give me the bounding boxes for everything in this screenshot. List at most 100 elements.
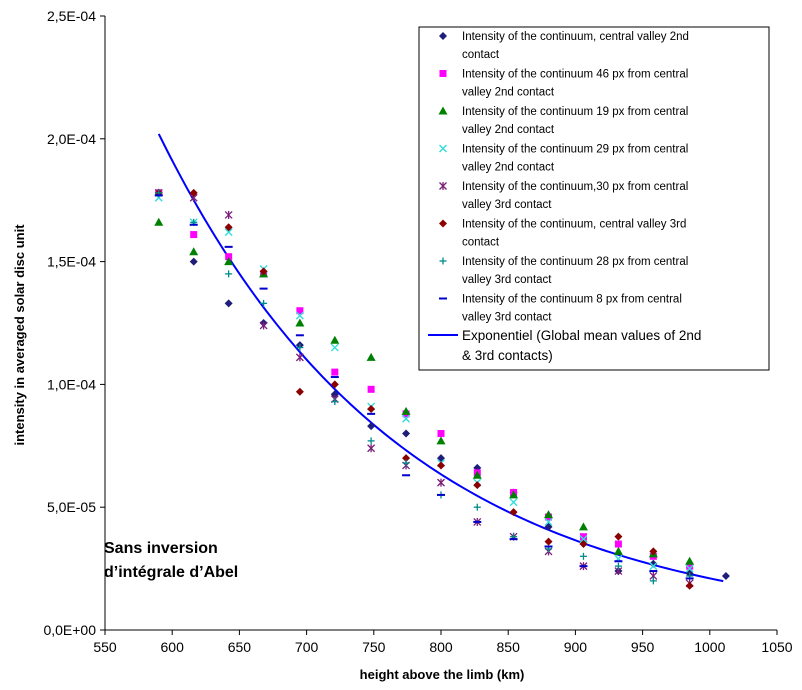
data-point (224, 299, 233, 308)
legend: Intensity of the continuum, central vall… (418, 26, 770, 371)
data-point (296, 344, 304, 352)
data-point (295, 353, 304, 362)
x-tick-label: 750 (362, 639, 386, 655)
x-tick-label: 900 (564, 639, 588, 655)
exponential-trendline (157, 133, 724, 583)
legend-item-5: Intensity of the continuum,30 px from ce… (439, 181, 688, 211)
legend-item-trendline: Exponentiel (Global mean values of 2nd & … (428, 328, 701, 363)
y-tick-label: 5,0E-05 (47, 499, 96, 515)
data-point (686, 562, 694, 570)
legend-marker (439, 257, 447, 265)
tick-labels: 550 600 650 700 750 800 850 900 950 1000 1050 0,0E+… (43, 8, 792, 655)
series-6 (154, 188, 694, 590)
y-tick-label: 2,5E-04 (47, 8, 96, 24)
data-point (614, 532, 623, 541)
legend-label-line-1: Intensity of the continuum 28 px from ce… (462, 256, 688, 268)
y-tick-label: 1,5E-04 (47, 254, 96, 270)
data-point (367, 437, 375, 445)
data-point (578, 522, 588, 531)
data-point (437, 478, 445, 487)
data-point (367, 404, 376, 413)
legend-marker (439, 70, 447, 77)
data-point (402, 429, 411, 438)
legend-label-line-2: valley 3rd contact (462, 199, 552, 211)
data-point (544, 537, 553, 546)
x-tick-label: 1050 (761, 639, 792, 655)
data-point (224, 228, 233, 237)
legend-label-line-2: valley 2nd contact (462, 162, 555, 174)
data-point (649, 577, 657, 585)
y-tick-label: 2,0E-04 (47, 131, 96, 147)
legend-item-6: Intensity of the continuum, central vall… (439, 219, 686, 249)
data-point (366, 352, 376, 361)
data-point (402, 414, 411, 423)
annotation: Sans inversion d’intégrale d’Abel (104, 540, 238, 581)
data-point (259, 267, 268, 276)
data-point (330, 335, 340, 344)
legend-label-line-2: contact (462, 49, 500, 61)
data-point (473, 481, 482, 490)
data-point (295, 311, 304, 320)
legend-label-line-1: Intensity of the continuum 46 px from ce… (462, 69, 688, 81)
y-tick-label: 0,0E+00 (43, 622, 96, 638)
data-point (189, 188, 198, 197)
data-point (614, 562, 622, 570)
legend-item-1: Intensity of the continuum, central vall… (439, 31, 689, 61)
data-point (190, 231, 198, 239)
data-point (260, 299, 268, 307)
data-point (224, 210, 233, 219)
x-tick-label: 650 (228, 639, 252, 655)
annotation-line-2: d’intégrale d’Abel (104, 564, 238, 581)
data-point (509, 508, 518, 517)
legend-label-line-1: Intensity of the continuum 19 px from ce… (462, 106, 688, 118)
data-point (579, 535, 588, 544)
legend-item-2: Intensity of the continuum 46 px from ce… (439, 69, 688, 99)
data-point (331, 398, 339, 406)
legend-label-line-1: Intensity of the continuum, central vall… (462, 31, 689, 43)
data-point (579, 552, 587, 560)
data-point (613, 546, 623, 555)
data-point (649, 562, 658, 571)
x-tick-label: 950 (631, 639, 655, 655)
legend-label-line-2: valley 2nd contact (462, 124, 555, 136)
legend-label-line-2: valley 2nd contact (462, 87, 555, 99)
legend-label-line-2: valley 3rd contact (462, 274, 552, 286)
data-point (509, 490, 519, 499)
data-point (259, 321, 268, 330)
data-point (330, 380, 339, 389)
legend-marker (439, 32, 447, 40)
data-point (579, 533, 587, 541)
x-tick-label: 1000 (694, 639, 725, 655)
data-point (436, 436, 446, 445)
data-point (472, 470, 482, 479)
y-axis-title: intensity in averaged solar disc unit (12, 224, 27, 446)
data-point (224, 223, 233, 232)
data-point (295, 318, 305, 327)
data-point (367, 385, 375, 393)
legend-box (418, 26, 770, 371)
data-point (473, 503, 481, 511)
data-point (331, 368, 339, 376)
x-tick-label: 800 (429, 639, 453, 655)
data-point (189, 247, 199, 256)
data-point (685, 556, 695, 565)
data-point (296, 307, 304, 315)
data-point (649, 559, 658, 568)
legend-label-line-1: Intensity of the continuum 8 px from cen… (462, 294, 682, 306)
data-point (614, 540, 622, 548)
data-point (402, 459, 410, 467)
data-point (509, 498, 518, 507)
legend-label-line-1: Intensity of the continuum,30 px from ce… (462, 181, 688, 193)
data-point (544, 510, 554, 519)
data-point (721, 571, 730, 580)
data-points (154, 188, 730, 590)
data-point (225, 253, 233, 261)
x-axis-title: height above the limb (km) (360, 667, 525, 682)
legend-label-line-2: & 3rd contacts) (462, 348, 553, 363)
legend-label-line-1: Exponentiel (Global mean values of 2nd (462, 328, 701, 343)
data-point (437, 461, 445, 470)
x-tick-label: 700 (295, 639, 319, 655)
data-point (224, 257, 234, 266)
data-point (295, 387, 304, 396)
